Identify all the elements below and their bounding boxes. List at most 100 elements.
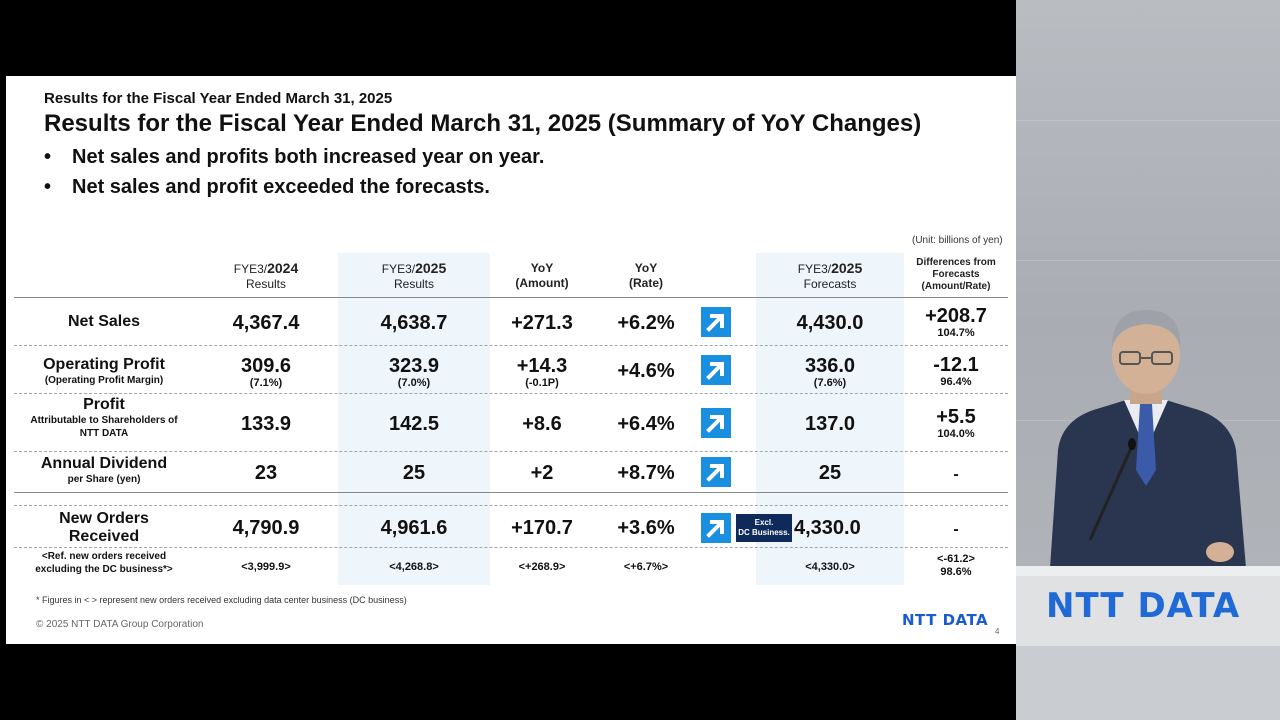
cell-fy2025: 4,638.7	[344, 312, 484, 334]
cell-value: 23	[254, 462, 278, 484]
unit-note: (Unit: billions of yen)	[912, 235, 1003, 246]
colhead-year: 2024	[267, 260, 299, 276]
cell-fy2024: 4,367.4	[196, 312, 336, 334]
cell-yoy-rate: +8.7%	[596, 462, 696, 484]
presenter-view: NTT DATA	[1016, 0, 1280, 720]
colhead-prefix: FYE3/	[233, 262, 268, 276]
colhead-year: 2025	[415, 260, 447, 276]
cell-value: 4,961.6	[380, 517, 448, 539]
up-right-arrow-icon	[701, 457, 731, 487]
cell-ref-forecast: <4,330.0>	[805, 561, 855, 573]
cell-sub: (7.1%)	[249, 377, 283, 389]
cell-value: +3.6%	[617, 517, 675, 539]
cell-value: -	[953, 521, 959, 538]
cell-value: +170.7	[511, 517, 573, 539]
slide-header: Results for the Fiscal Year Ended March …	[44, 90, 393, 107]
cell-sub: (7.0%)	[397, 377, 431, 389]
colhead-fy2025: FYE3/2025 Results	[344, 261, 484, 292]
ref-label-line: excluding the DC business*>	[35, 564, 173, 575]
ntt-data-logo: NTT DATA	[902, 611, 989, 629]
cell-value: -12.1	[933, 354, 979, 376]
row-label-new-orders: New Orders Received	[14, 510, 194, 546]
cell-value: +4.6%	[617, 360, 675, 382]
cell-ref-diff: <-61.2> 98.6%	[906, 553, 1006, 579]
excl-dc-business-badge: Excl. DC Business.	[736, 514, 792, 542]
row-label-text: Operating Profit	[43, 356, 165, 373]
badge-line: Excl.	[754, 518, 774, 527]
row-label-text: New Orders Received	[59, 510, 149, 545]
cell-value: 133.9	[240, 413, 292, 435]
cell-diff: +208.7 104.7%	[906, 305, 1006, 340]
cell-value: 142.5	[388, 413, 440, 435]
row-label-annual-dividend: Annual Dividend per Share (yen)	[14, 455, 194, 486]
cell-value: +208.7	[925, 305, 987, 327]
cell-yoy-rate: +6.2%	[596, 312, 696, 334]
cell-forecast: 4,330.0	[794, 517, 900, 539]
cell-fy2024: 309.6 (7.1%)	[196, 355, 336, 390]
row-label-text: Net Sales	[67, 313, 141, 330]
letterbox-top	[0, 0, 1016, 76]
cell-fy2025: 142.5	[344, 413, 484, 435]
cell-diff: -	[906, 464, 1006, 486]
cell-sub: 104.0%	[937, 428, 975, 440]
bullet-text: Net sales and profit exceeded the foreca…	[72, 176, 490, 198]
up-right-arrow-icon	[701, 307, 731, 337]
colhead-label: Forecasts	[803, 277, 857, 291]
cell-fy2025: 25	[344, 462, 484, 484]
podium-logo: NTT DATA	[1046, 586, 1241, 626]
row-label-text: Annual Dividend	[40, 455, 168, 472]
row-sublabel: Attributable to Shareholders of NTT DATA	[30, 415, 178, 439]
cell-value: 25	[402, 462, 426, 484]
cell-yoy-amount: +2	[484, 462, 600, 484]
cell-fy2024: 23	[196, 462, 336, 484]
cell-sub: (-0.1P)	[525, 377, 559, 389]
row-divider	[14, 393, 1008, 394]
bullet-dot: •	[44, 176, 52, 198]
colhead-prefix: FYE3/	[381, 262, 416, 276]
cell-diff: -12.1 96.4%	[906, 354, 1006, 389]
cell-value: 4,367.4	[232, 312, 300, 334]
cell-yoy-rate: +4.6%	[596, 360, 696, 382]
cell-fy2025: 323.9 (7.0%)	[344, 355, 484, 390]
cell-value: +2	[530, 462, 554, 484]
colhead-fy2024: FYE3/2024 Results	[196, 261, 336, 292]
colhead-forecast: FYE3/2025 Forecasts	[760, 261, 900, 292]
cell-yoy-amount: +271.3	[484, 312, 600, 334]
wall-panel-line	[1016, 260, 1280, 261]
copyright: © 2025 NTT DATA Group Corporation	[36, 619, 204, 630]
cell-fy2024: 133.9	[196, 413, 336, 435]
letterbox-bottom	[0, 644, 1016, 720]
cell-value: 323.9	[388, 355, 440, 377]
cell-value: +8.6	[522, 413, 562, 435]
cell-yoy-amount: +170.7	[484, 517, 600, 539]
colhead-year: 2025	[831, 260, 863, 276]
colhead-line: YoY	[530, 261, 554, 275]
slide-title: Results for the Fiscal Year Ended March …	[44, 110, 922, 137]
row-divider	[14, 451, 1008, 452]
row-divider	[14, 547, 1008, 548]
bullet-dot: •	[44, 146, 52, 168]
row-label-text: Profit	[83, 396, 125, 413]
cell-value: 25	[818, 462, 842, 484]
cell-forecast: 4,430.0	[760, 312, 900, 334]
bullet-2: • Net sales and profit exceeded the forec…	[44, 176, 490, 199]
cell-diff: +5.5 104.0%	[906, 406, 1006, 441]
cell-sub: (7.6%)	[813, 377, 847, 389]
bullet-1: • Net sales and profits both increased ye…	[44, 146, 544, 169]
cell-value: +8.7%	[617, 462, 675, 484]
colhead-line: (Amount)	[515, 276, 569, 290]
cell-ref-yoy-amount: <+268.9>	[518, 561, 566, 573]
cell-sub: 98.6%	[940, 566, 972, 578]
colhead-line: (Amount/Rate)	[921, 281, 991, 292]
up-right-arrow-icon	[701, 408, 731, 438]
row-divider	[14, 345, 1008, 346]
cell-value: 4,790.9	[232, 517, 300, 539]
cell-fy2025: 4,961.6	[344, 517, 484, 539]
colhead-line: YoY	[634, 261, 658, 275]
cell-yoy-amount: +8.6	[484, 413, 600, 435]
footnote: * Figures in < > represent new orders re…	[36, 595, 407, 605]
row-divider	[14, 505, 1008, 506]
cell-value: +6.4%	[617, 413, 675, 435]
cell-sub: 96.4%	[940, 376, 972, 388]
cell-value: +6.2%	[617, 312, 675, 334]
